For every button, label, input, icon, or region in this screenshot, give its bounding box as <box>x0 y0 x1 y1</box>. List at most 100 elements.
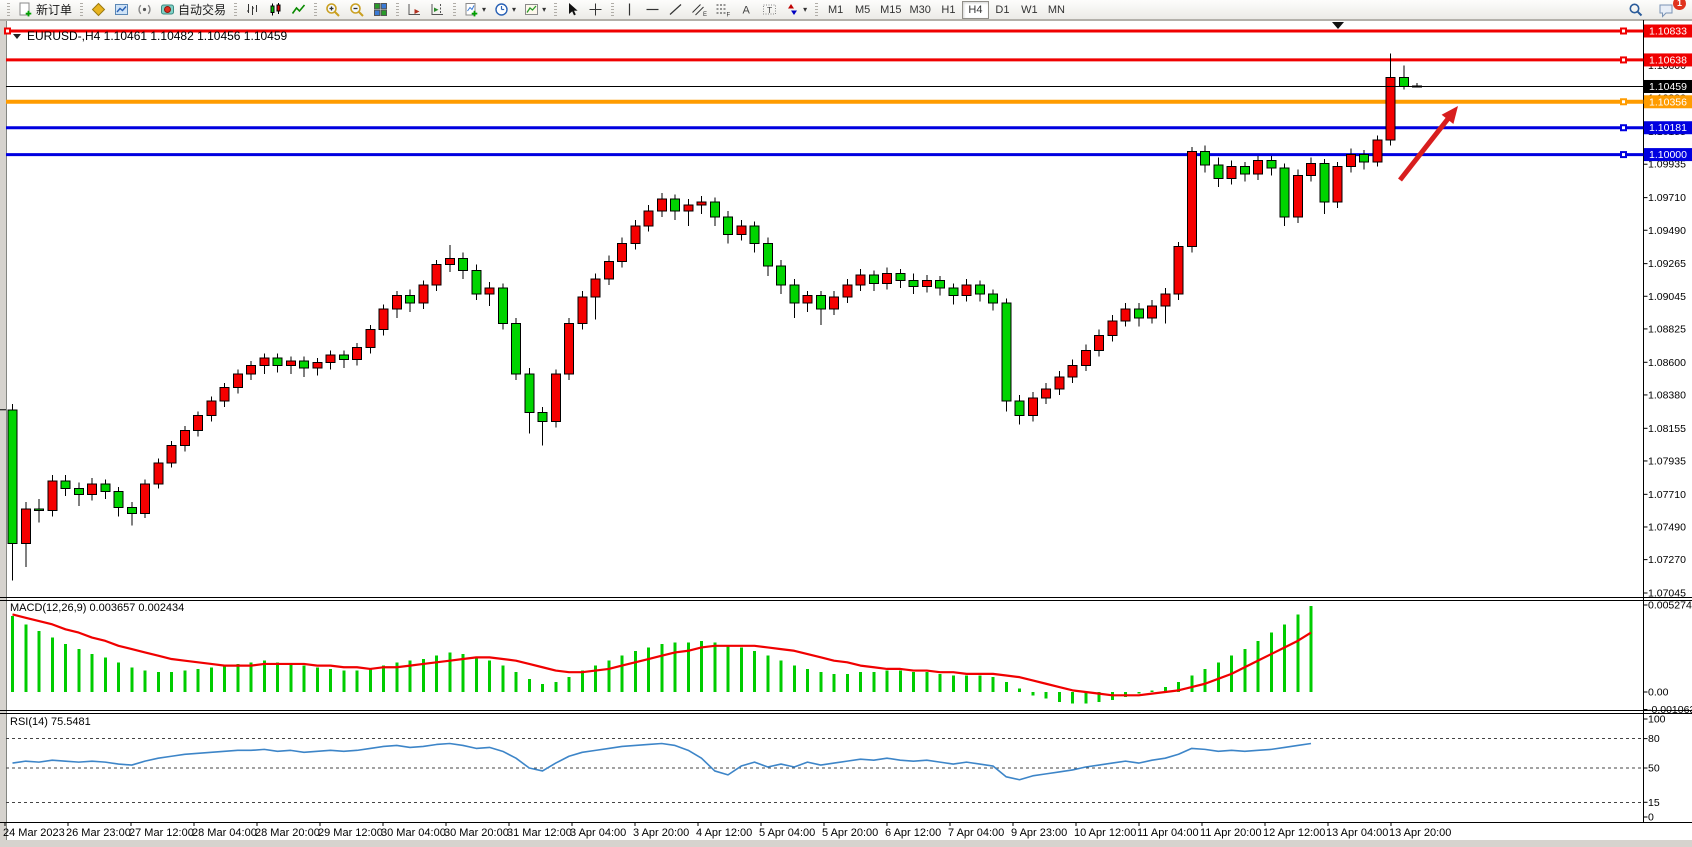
date-axis-label: 3 Apr 20:00 <box>633 827 689 839</box>
rsi-label: RSI(14) 75.5481 <box>10 716 91 728</box>
trendline-button[interactable] <box>664 1 687 19</box>
toolbar-grip[interactable] <box>234 2 238 17</box>
toolbar-grip[interactable] <box>80 2 84 17</box>
date-axis-label: 5 Apr 20:00 <box>822 827 878 839</box>
tile-windows-button[interactable] <box>369 1 392 19</box>
candlestick-icon <box>270 3 281 16</box>
zoom-in-icon <box>326 2 340 17</box>
chart-shift-marker <box>1332 22 1344 29</box>
line-chart-button[interactable] <box>287 1 310 19</box>
trendline-icon <box>669 4 682 15</box>
rsi-line <box>12 742 1312 781</box>
horizontal-line-icon <box>646 8 659 11</box>
autotrading-label: 自动交易 <box>178 3 227 17</box>
template-icon <box>525 4 539 15</box>
macd-label: MACD(12,26,9) 0.003657 0.002434 <box>10 602 184 614</box>
periods-button[interactable]: ▾ <box>490 1 520 19</box>
svg-text:T: T <box>767 5 772 15</box>
vertical-line-button[interactable] <box>618 1 641 19</box>
timeframe-w1-button[interactable]: W1 <box>1016 1 1043 19</box>
zoom-out-button[interactable] <box>345 1 369 19</box>
crosshair-icon <box>589 3 602 16</box>
date-axis-label: 24 Mar 2023 <box>3 827 65 839</box>
arrows-tool-button[interactable]: ▾ <box>781 1 811 19</box>
date-axis-label: 10 Apr 12:00 <box>1074 827 1136 839</box>
price-scale-tick: 1.07270 <box>1648 554 1686 566</box>
trend-arrow-annotation <box>1441 106 1458 125</box>
chart-shift-button[interactable] <box>426 1 449 19</box>
toolbar-grip[interactable] <box>396 2 400 17</box>
toolbar-grip[interactable] <box>314 2 318 17</box>
timeframe-mn-button[interactable]: MN <box>1043 1 1070 19</box>
line-chart-icon <box>291 4 306 14</box>
toolbar-grip[interactable] <box>815 2 819 17</box>
price-scale-tick: 1.07490 <box>1648 521 1686 533</box>
auto-scroll-button[interactable] <box>403 1 426 19</box>
timeframe-m1-button[interactable]: M1 <box>822 1 849 19</box>
new-order-label: 新订单 <box>36 3 73 17</box>
new-order-icon <box>19 2 32 17</box>
timeframe-m15-button[interactable]: M15 <box>876 1 905 19</box>
equidistant-channel-button[interactable]: E <box>687 1 711 19</box>
tile-windows-icon <box>374 3 388 16</box>
search-icon <box>1629 3 1643 16</box>
bar-chart-button[interactable] <box>241 1 264 19</box>
price-scale-tick: 1.09045 <box>1648 291 1686 303</box>
date-axis-label: 3 Apr 04:00 <box>570 827 626 839</box>
date-axis-label: 6 Apr 12:00 <box>885 827 941 839</box>
auto-scroll-icon <box>408 4 421 15</box>
fibonacci-button[interactable]: F <box>711 1 735 19</box>
symbol-dropdown-icon <box>13 34 21 39</box>
date-axis-label: 29 Mar 12:00 <box>318 827 383 839</box>
chart-canvas[interactable]: 1.106001.103801.101551.099351.097101.094… <box>0 20 1692 847</box>
price-line-label: 1.10356 <box>1649 96 1687 108</box>
fibonacci-icon: F <box>716 4 731 17</box>
signals-button[interactable] <box>133 1 156 19</box>
price-scale-tick: 1.09710 <box>1648 192 1686 204</box>
timeframe-h4-button[interactable]: H4 <box>961 0 989 19</box>
new-order-button[interactable]: 新订单 <box>14 1 76 19</box>
price-line-label: 1.10000 <box>1649 149 1687 161</box>
chart-svg: 1.106001.103801.101551.099351.097101.094… <box>0 20 1692 847</box>
macd-scale-tick: -0.001063 <box>1648 704 1692 716</box>
signals-icon <box>138 4 151 15</box>
toolbar-grip[interactable] <box>7 2 10 17</box>
date-axis-label: 30 Mar 04:00 <box>381 827 446 839</box>
notification-badge[interactable]: 1 <box>1673 0 1686 10</box>
crosshair-button[interactable] <box>584 1 607 19</box>
horizontal-line-button[interactable] <box>641 1 664 19</box>
candlestick-button[interactable] <box>264 1 287 19</box>
timeframe-d1-button[interactable]: D1 <box>989 1 1016 19</box>
timeframe-h1-button[interactable]: H1 <box>935 1 962 19</box>
notifications-button[interactable] <box>1654 1 1679 19</box>
templates-button[interactable]: ▾ <box>520 1 550 19</box>
rsi-scale-tick: 100 <box>1648 714 1666 726</box>
text-icon: A <box>743 5 751 17</box>
text-button[interactable]: A <box>735 1 758 19</box>
search-button[interactable] <box>1624 1 1648 19</box>
toolbar-grip[interactable] <box>453 2 457 17</box>
toolbar-grip[interactable] <box>611 2 615 17</box>
timeframe-m5-button[interactable]: M5 <box>849 1 876 19</box>
text-label-button[interactable]: T <box>758 1 781 19</box>
cursor-button[interactable] <box>561 1 584 19</box>
toolbar: 新订单 自动交易 <box>0 0 1692 20</box>
vertical-line-icon <box>628 3 631 16</box>
clock-icon <box>495 3 508 16</box>
timeframe-m30-button[interactable]: M30 <box>906 1 935 19</box>
zoom-in-button[interactable] <box>321 1 345 19</box>
market-watch-button[interactable] <box>87 1 110 19</box>
chevron-down-icon: ▾ <box>542 4 547 14</box>
autotrading-button[interactable]: 自动交易 <box>156 1 230 19</box>
price-line-label: 1.10459 <box>1649 81 1687 93</box>
date-axis-label: 12 Apr 12:00 <box>1263 827 1325 839</box>
price-scale-tick: 1.09935 <box>1648 159 1686 171</box>
navigator-button[interactable] <box>110 1 133 19</box>
chat-bubble-icon <box>1659 4 1673 18</box>
toolbar-grip[interactable] <box>554 2 558 17</box>
indicators-button[interactable]: ▾ <box>460 1 490 19</box>
date-axis-label: 4 Apr 12:00 <box>696 827 752 839</box>
date-axis-label: 7 Apr 04:00 <box>948 827 1004 839</box>
price-line-label: 1.10638 <box>1649 54 1687 66</box>
date-axis-label: 28 Mar 04:00 <box>192 827 257 839</box>
